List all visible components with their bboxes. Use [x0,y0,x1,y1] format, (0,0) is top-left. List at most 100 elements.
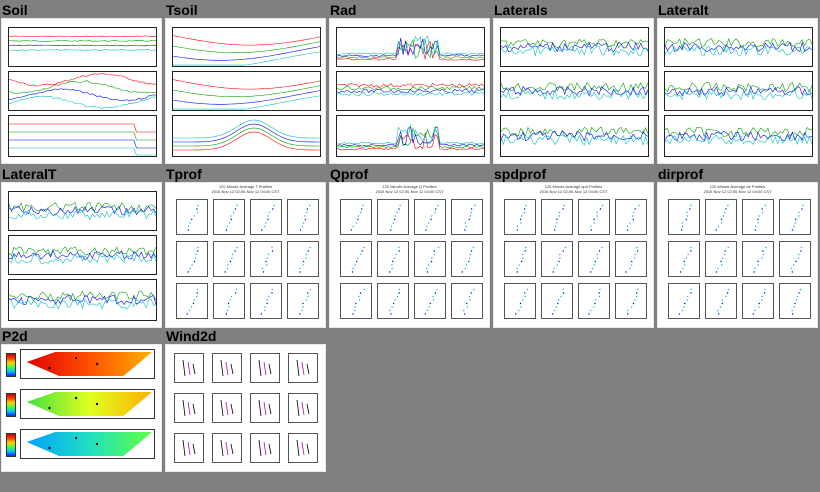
lateralT-thumbnail[interactable] [1,182,162,328]
profile-point [601,204,604,207]
laterals-plot-top [501,38,648,57]
lateralt-thumbnail[interactable] [657,18,818,164]
profile-point [720,260,722,263]
dirprof-thumbnail[interactable]: 120 Minute Average dir Profiles 2016 Nov… [657,182,818,328]
series-line [173,119,320,139]
profile-point [390,313,392,315]
wind2d-thumbnail[interactable] [165,344,326,472]
tile-lateralt[interactable]: Lateralt [657,2,818,164]
series-line [501,45,648,57]
profile-panel [340,241,372,277]
profile-point [390,225,393,228]
profile-point [468,257,471,259]
tile-laterals[interactable]: Laterals [493,2,654,164]
profile-point [236,288,238,291]
profile-point [227,264,229,266]
profile-point [350,229,352,231]
lateralT-panel-bottom [8,279,157,321]
tile-qprof[interactable]: Qprof 120 Minute Average Q Profiles 2016… [329,166,490,328]
series-line [9,249,156,260]
tile-title: Lateralt [658,2,709,18]
wind-vector [301,361,305,376]
profile-point [520,306,522,308]
wind-panel [174,433,204,463]
tile-tprof[interactable]: Tprof 120 Minute Average T Profiles 2016… [165,166,326,328]
rad-thumbnail[interactable] [329,18,490,164]
wind-vector [182,439,186,457]
tile-lateralT-upper[interactable]: LateralT [1,166,162,328]
series-line [337,132,484,151]
profile-point [552,271,554,273]
series-line [9,35,156,38]
profile-point [522,299,524,301]
profile-point [434,292,436,294]
wind-vector [263,441,267,456]
tile-p2d[interactable]: P2d [1,328,162,472]
series-line [173,95,320,110]
p2d-thumbnail[interactable] [1,344,162,472]
series-line [9,246,156,257]
series-line [665,126,812,138]
tsoil-thumbnail[interactable] [165,18,326,164]
profile-point [196,208,198,210]
series-line [173,90,320,105]
profile-panel [668,241,700,277]
profile-point [761,208,763,210]
profile-point [526,288,529,291]
profile-panel [541,241,573,277]
profile-point [633,257,636,259]
lateralT-plot-top [9,202,156,221]
profile-point [474,204,476,207]
tsoil-plot-middle [173,79,320,110]
spdprof-thumbnail[interactable]: 120 Minute Average spd Profiles 2016 Nov… [493,182,654,328]
series-line [173,123,320,143]
profile-panel [705,241,737,277]
series-line [337,38,484,57]
profile-point [236,204,238,207]
profile-point [588,313,590,315]
qprof-thumbnail[interactable]: 120 Minute Average Q Profiles 2016 Nov 1… [329,182,490,328]
series-line [173,41,320,53]
wind-panel [212,433,242,463]
profile-point [790,267,793,270]
tile-tsoil[interactable]: Tsoil [165,2,326,164]
profile-point [800,250,802,252]
wind-vector [187,401,191,416]
profile-panel [504,283,536,319]
profile-point [630,264,633,266]
tile-title: Tprof [166,166,202,182]
profile-point [798,215,800,217]
profile-point [355,222,357,224]
tile-spdprof[interactable]: spdprof 120 Minute Average spd Profiles … [493,166,654,328]
profile-point [761,295,763,298]
profile-point [271,292,273,294]
profile-point [391,267,393,270]
profile-point [556,222,558,224]
wind-vector [258,359,262,377]
profile-point [230,215,232,217]
wind-vector [187,441,191,456]
profile-point [799,288,802,291]
profile-point [521,253,524,256]
tile-dirprof[interactable]: dirprof 120 Minute Average dir Profiles … [657,166,818,328]
profile-point [794,222,796,224]
profile-point [795,218,797,221]
profile-panel [668,199,700,235]
profile-panel [213,241,245,277]
profile-point [757,222,759,224]
tile-title: Laterals [494,2,548,18]
tile-rad[interactable]: Rad [329,2,490,164]
tprof-thumbnail[interactable]: 120 Minute Average T Profiles 2016 Nov 1… [165,182,326,328]
tile-soil[interactable]: Soil [1,2,162,164]
profile-panel [705,199,737,235]
soil-thumbnail[interactable] [1,18,162,164]
profile-point [266,264,268,266]
profile-point [793,306,795,308]
profile-point [266,299,268,301]
profile-point [356,260,358,263]
wind-panel [212,393,242,423]
tile-wind2d[interactable]: Wind2d [165,328,326,472]
wind-panel [288,353,318,383]
profile-point [519,302,522,305]
laterals-thumbnail[interactable] [493,18,654,164]
